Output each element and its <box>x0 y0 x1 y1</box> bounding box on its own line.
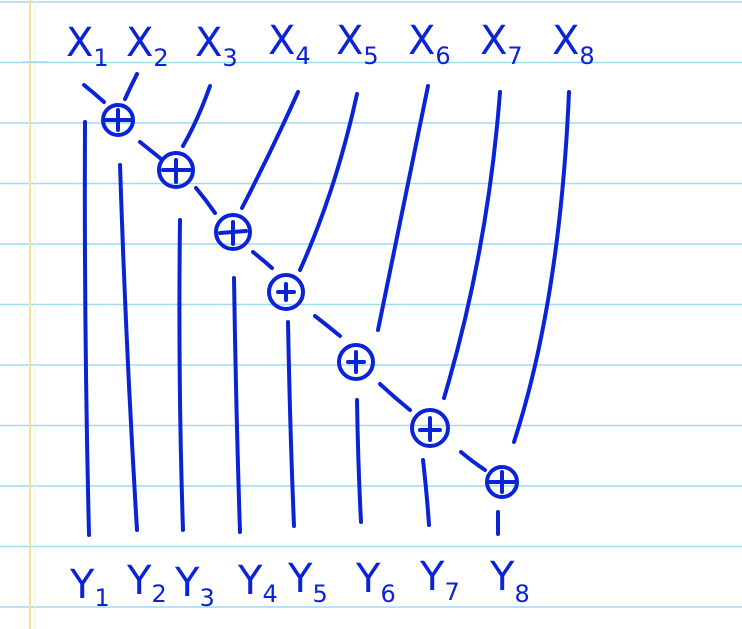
wire-x7-to-op6 <box>442 90 502 400</box>
xor-operator-7 <box>485 465 519 499</box>
wire-x1-to-op1 <box>82 83 106 104</box>
wire-op2-to-op3 <box>194 186 217 215</box>
xor-operator-6 <box>410 408 450 448</box>
xor-operator-4 <box>267 273 305 311</box>
input-label-x5: X5 <box>336 18 379 70</box>
output-labels: Y1 Y2 Y3 Y4 Y5 Y6 Y7 Y8 <box>69 554 530 612</box>
wire-op1-to-op2 <box>138 140 162 160</box>
wires <box>82 72 571 537</box>
wire-x3-to-op2 <box>181 84 212 148</box>
output-label-y4: Y4 <box>237 558 278 608</box>
wire-op5-to-op6 <box>378 382 412 412</box>
xor-operator-3 <box>214 213 252 251</box>
wire-x5-to-op4 <box>298 92 359 272</box>
wire-y1 <box>82 120 91 537</box>
xor-operator-1 <box>101 103 135 137</box>
input-labels: X1 X2 X3 X4 X5 X6 X7 X8 <box>66 18 595 72</box>
wire-y5 <box>286 320 296 528</box>
wire-x6-to-op5 <box>376 84 430 332</box>
input-label-x8: X8 <box>552 18 595 70</box>
input-label-x3: X3 <box>195 20 238 72</box>
input-label-x6: X6 <box>408 18 451 70</box>
wire-y6 <box>355 398 363 524</box>
output-label-y3: Y3 <box>174 560 215 612</box>
input-label-x2: X2 <box>126 20 169 72</box>
output-label-y7: Y7 <box>419 554 460 606</box>
wire-x2-to-op1 <box>123 72 139 101</box>
wire-y7 <box>421 458 431 527</box>
wire-y3 <box>177 218 185 532</box>
wire-x4-to-op3 <box>240 90 300 210</box>
wire-x8-to-op7 <box>512 90 571 444</box>
output-label-y2: Y2 <box>126 558 167 608</box>
output-label-y5: Y5 <box>287 556 328 608</box>
output-label-y8: Y8 <box>489 554 530 608</box>
wire-op6-to-op7 <box>459 450 487 472</box>
wire-op4-to-op5 <box>313 314 342 338</box>
wire-y2 <box>118 163 139 532</box>
wire-op3-to-op4 <box>251 250 274 270</box>
input-label-x7: X7 <box>480 18 523 70</box>
output-label-y1: Y1 <box>69 562 110 612</box>
xor-operator-5 <box>337 343 375 381</box>
output-label-y6: Y6 <box>355 556 396 608</box>
input-label-x4: X4 <box>268 18 311 70</box>
wire-y4 <box>232 276 242 534</box>
xor-operator-2 <box>157 151 195 189</box>
xor-operators <box>101 103 519 499</box>
input-label-x1: X1 <box>66 20 109 72</box>
